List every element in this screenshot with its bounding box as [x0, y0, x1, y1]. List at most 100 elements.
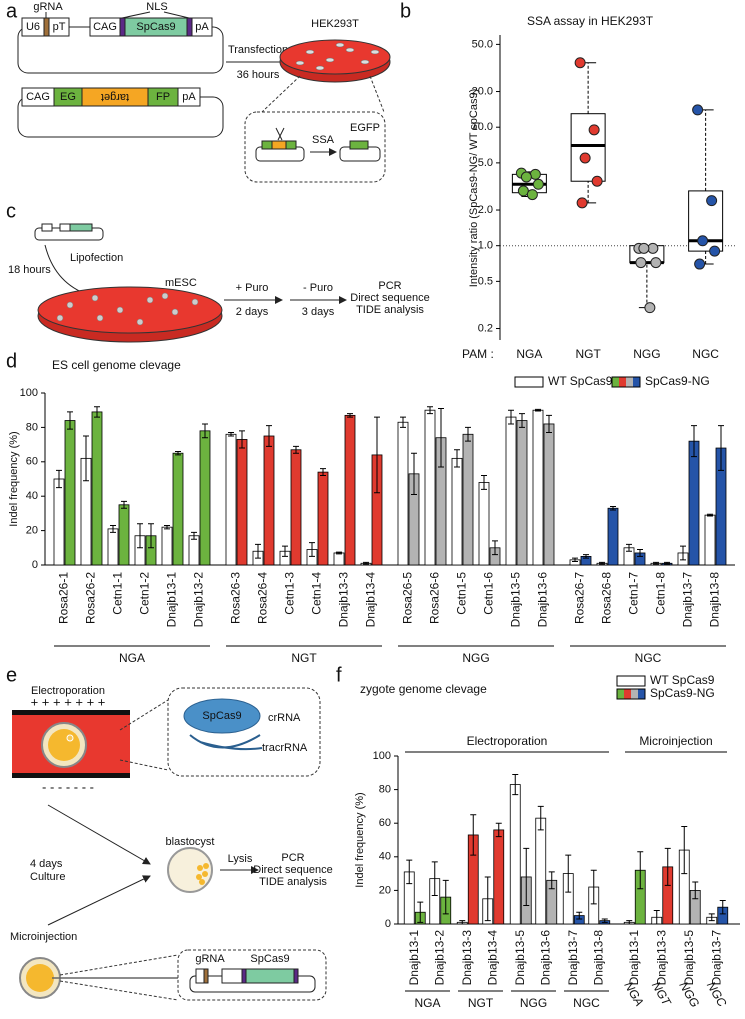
element	[293, 968, 299, 984]
shape	[96, 314, 104, 322]
error-bar	[266, 425, 272, 447]
shape	[360, 59, 370, 65]
label: pA	[182, 91, 196, 103]
point	[574, 57, 586, 69]
bar	[199, 430, 211, 566]
error-bar	[680, 545, 686, 561]
y-axis-label: Indel frequency (%)	[8, 431, 20, 526]
category-label: Dnajb13-8	[591, 930, 605, 986]
x-tick-label: NGG	[633, 347, 660, 361]
error-bar	[336, 551, 342, 555]
point	[532, 178, 544, 190]
category-label: Dnajb13-3	[460, 930, 474, 986]
callout	[244, 111, 386, 183]
point	[591, 175, 603, 187]
group-label: NGC	[704, 979, 730, 1009]
error-bar	[512, 773, 519, 796]
label: CAG	[26, 91, 50, 103]
point	[692, 104, 704, 116]
shape	[370, 49, 380, 55]
category-label: Rosa26-1	[57, 572, 71, 624]
error-bar	[347, 413, 353, 418]
category-label: Dnajb13-3	[337, 572, 351, 628]
bar	[236, 439, 248, 566]
element	[195, 968, 205, 984]
category-label: Dnajb13-8	[708, 572, 722, 628]
group-label: NGT	[291, 651, 317, 665]
bar	[317, 471, 329, 566]
category-label: Dnajb13-1	[165, 572, 179, 628]
label: gRNA	[195, 953, 225, 965]
point	[706, 195, 718, 207]
inner-cell-mass	[196, 863, 209, 885]
label: U6	[26, 21, 40, 33]
category-label: Dnajb13-4	[364, 572, 378, 628]
cells	[295, 42, 380, 71]
bar	[607, 507, 619, 566]
bar	[290, 449, 302, 566]
y-tick-label: 2.0	[478, 204, 493, 216]
bar	[225, 433, 237, 566]
element	[191, 17, 213, 37]
point	[576, 197, 588, 209]
error-bar	[691, 425, 697, 458]
scissors	[275, 127, 285, 141]
bar	[397, 421, 409, 566]
element	[203, 968, 209, 984]
y-tick-label: 0.5	[478, 275, 493, 287]
element	[69, 223, 93, 232]
y-tick-label: 20.0	[472, 85, 493, 97]
error-bar	[610, 506, 616, 511]
element	[177, 87, 201, 107]
legend-label: WT SpCas9	[650, 673, 715, 687]
label: FP	[156, 91, 170, 103]
zygote	[48, 729, 80, 761]
y-tick-label: 20	[379, 884, 391, 896]
y-tick-label: 80	[379, 784, 391, 796]
point	[709, 245, 721, 257]
label: 2 days	[236, 306, 269, 318]
error-bar	[282, 545, 288, 557]
error-bar	[565, 854, 572, 893]
bar	[543, 423, 555, 566]
error-bar	[454, 449, 460, 468]
group-label: NGA	[414, 996, 440, 1010]
cells	[56, 292, 199, 326]
error-bar	[400, 416, 406, 428]
y-axis-label: Indel frequency (%)	[354, 792, 366, 887]
section-label: Microinjection	[639, 734, 712, 748]
x-tick-label: NGC	[692, 347, 719, 361]
error-bar	[255, 543, 261, 559]
label: mESC	[165, 277, 197, 289]
error-bar	[484, 876, 491, 922]
error-bar	[137, 523, 143, 549]
category-label: Dnajb13-7	[709, 930, 723, 986]
category-label: Dnajb13-5	[682, 930, 696, 986]
element	[41, 223, 53, 232]
label: + Puro	[236, 282, 269, 294]
callout	[167, 687, 321, 777]
shape	[171, 308, 179, 316]
bar	[172, 452, 184, 566]
error-bar	[537, 805, 544, 831]
bar	[107, 528, 119, 566]
error-bar	[363, 561, 369, 565]
error-bar	[601, 918, 608, 923]
box	[570, 113, 606, 182]
error-bar	[519, 413, 525, 428]
error-bar	[576, 911, 583, 920]
group-label: NGG	[462, 651, 489, 665]
legend-label: SpCas9-NG	[650, 686, 715, 700]
callout	[261, 75, 385, 113]
bar	[344, 414, 356, 566]
error-bar	[175, 450, 181, 456]
bar	[478, 482, 490, 566]
arrow	[47, 804, 151, 865]
error-bar	[495, 822, 502, 838]
category-label: Dnajb13-2	[432, 930, 446, 986]
y-tick-label: 40	[379, 851, 391, 863]
shape	[305, 49, 315, 55]
bar	[91, 411, 103, 566]
diagram-a: U6 pT CAG SpCas9 pA gRNA NLS CAG EG targ…	[17, 1, 391, 183]
callout	[119, 699, 169, 771]
